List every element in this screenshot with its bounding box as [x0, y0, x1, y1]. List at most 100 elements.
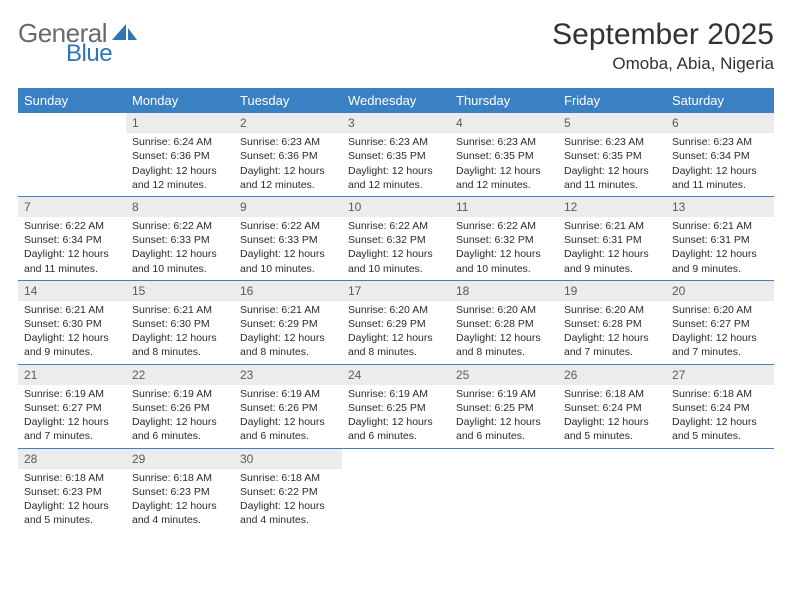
calendar-cell: 25Sunrise: 6:19 AMSunset: 6:25 PMDayligh… — [450, 365, 558, 448]
sunrise-line: Sunrise: 6:18 AM — [564, 387, 660, 401]
logo-text-blue: Blue — [66, 42, 139, 66]
day-number: 6 — [666, 113, 774, 133]
week-row: 21Sunrise: 6:19 AMSunset: 6:27 PMDayligh… — [18, 365, 774, 449]
header: General Blue September 2025 Omoba, Abia,… — [18, 18, 774, 74]
day-number: 10 — [342, 197, 450, 217]
day-number: 17 — [342, 281, 450, 301]
sunset-line: Sunset: 6:32 PM — [456, 233, 552, 247]
day-number: 28 — [18, 449, 126, 469]
day-number: 16 — [234, 281, 342, 301]
daylight-line: Daylight: 12 hours and 8 minutes. — [456, 331, 552, 359]
sunset-line: Sunset: 6:27 PM — [672, 317, 768, 331]
sunset-line: Sunset: 6:24 PM — [672, 401, 768, 415]
sunset-line: Sunset: 6:35 PM — [456, 149, 552, 163]
calendar-cell: 12Sunrise: 6:21 AMSunset: 6:31 PMDayligh… — [558, 197, 666, 280]
sunrise-line: Sunrise: 6:24 AM — [132, 135, 228, 149]
sunrise-line: Sunrise: 6:22 AM — [456, 219, 552, 233]
month-title: September 2025 — [552, 18, 774, 52]
day-details: Sunrise: 6:19 AMSunset: 6:25 PMDaylight:… — [450, 385, 558, 448]
calendar-cell: 17Sunrise: 6:20 AMSunset: 6:29 PMDayligh… — [342, 281, 450, 364]
calendar-cell: 15Sunrise: 6:21 AMSunset: 6:30 PMDayligh… — [126, 281, 234, 364]
day-number: 29 — [126, 449, 234, 469]
day-details: Sunrise: 6:23 AMSunset: 6:35 PMDaylight:… — [450, 133, 558, 196]
calendar-cell: 14Sunrise: 6:21 AMSunset: 6:30 PMDayligh… — [18, 281, 126, 364]
sunrise-line: Sunrise: 6:18 AM — [24, 471, 120, 485]
sunrise-line: Sunrise: 6:23 AM — [564, 135, 660, 149]
day-details: Sunrise: 6:18 AMSunset: 6:23 PMDaylight:… — [126, 469, 234, 532]
calendar-cell — [558, 449, 666, 532]
day-number: 26 — [558, 365, 666, 385]
day-number: 8 — [126, 197, 234, 217]
calendar-cell: 18Sunrise: 6:20 AMSunset: 6:28 PMDayligh… — [450, 281, 558, 364]
week-row: 7Sunrise: 6:22 AMSunset: 6:34 PMDaylight… — [18, 197, 774, 281]
sunrise-line: Sunrise: 6:20 AM — [672, 303, 768, 317]
sunset-line: Sunset: 6:23 PM — [24, 485, 120, 499]
day-number: 27 — [666, 365, 774, 385]
calendar-cell: 3Sunrise: 6:23 AMSunset: 6:35 PMDaylight… — [342, 113, 450, 196]
sunrise-line: Sunrise: 6:18 AM — [132, 471, 228, 485]
day-details: Sunrise: 6:18 AMSunset: 6:24 PMDaylight:… — [666, 385, 774, 448]
daylight-line: Daylight: 12 hours and 10 minutes. — [348, 247, 444, 275]
day-number: 9 — [234, 197, 342, 217]
sunrise-line: Sunrise: 6:20 AM — [456, 303, 552, 317]
logo: General Blue — [18, 18, 139, 66]
daylight-line: Daylight: 12 hours and 6 minutes. — [348, 415, 444, 443]
day-number: 24 — [342, 365, 450, 385]
day-details: Sunrise: 6:20 AMSunset: 6:28 PMDaylight:… — [450, 301, 558, 364]
calendar-cell: 29Sunrise: 6:18 AMSunset: 6:23 PMDayligh… — [126, 449, 234, 532]
daylight-line: Daylight: 12 hours and 9 minutes. — [672, 247, 768, 275]
day-details: Sunrise: 6:22 AMSunset: 6:33 PMDaylight:… — [126, 217, 234, 280]
daylight-line: Daylight: 12 hours and 11 minutes. — [672, 164, 768, 192]
sunset-line: Sunset: 6:35 PM — [564, 149, 660, 163]
sunrise-line: Sunrise: 6:19 AM — [24, 387, 120, 401]
sunset-line: Sunset: 6:28 PM — [456, 317, 552, 331]
sunset-line: Sunset: 6:24 PM — [564, 401, 660, 415]
day-number: 15 — [126, 281, 234, 301]
day-details: Sunrise: 6:21 AMSunset: 6:30 PMDaylight:… — [126, 301, 234, 364]
daylight-line: Daylight: 12 hours and 5 minutes. — [564, 415, 660, 443]
day-number: 30 — [234, 449, 342, 469]
calendar-cell: 21Sunrise: 6:19 AMSunset: 6:27 PMDayligh… — [18, 365, 126, 448]
week-row: 1Sunrise: 6:24 AMSunset: 6:36 PMDaylight… — [18, 113, 774, 197]
day-number: 22 — [126, 365, 234, 385]
daylight-line: Daylight: 12 hours and 5 minutes. — [24, 499, 120, 527]
day-number: 4 — [450, 113, 558, 133]
sunset-line: Sunset: 6:23 PM — [132, 485, 228, 499]
sunrise-line: Sunrise: 6:19 AM — [132, 387, 228, 401]
calendar-cell — [18, 113, 126, 196]
sunset-line: Sunset: 6:33 PM — [132, 233, 228, 247]
calendar-cell — [666, 449, 774, 532]
day-details: Sunrise: 6:18 AMSunset: 6:22 PMDaylight:… — [234, 469, 342, 532]
daylight-line: Daylight: 12 hours and 11 minutes. — [564, 164, 660, 192]
sunrise-line: Sunrise: 6:23 AM — [348, 135, 444, 149]
day-details: Sunrise: 6:23 AMSunset: 6:36 PMDaylight:… — [234, 133, 342, 196]
calendar-cell: 1Sunrise: 6:24 AMSunset: 6:36 PMDaylight… — [126, 113, 234, 196]
day-details: Sunrise: 6:19 AMSunset: 6:26 PMDaylight:… — [126, 385, 234, 448]
daylight-line: Daylight: 12 hours and 12 minutes. — [456, 164, 552, 192]
calendar-cell: 23Sunrise: 6:19 AMSunset: 6:26 PMDayligh… — [234, 365, 342, 448]
daylight-line: Daylight: 12 hours and 8 minutes. — [348, 331, 444, 359]
day-number: 21 — [18, 365, 126, 385]
daylight-line: Daylight: 12 hours and 10 minutes. — [240, 247, 336, 275]
sunrise-line: Sunrise: 6:20 AM — [348, 303, 444, 317]
day-header: Monday — [126, 88, 234, 113]
day-number: 23 — [234, 365, 342, 385]
sunrise-line: Sunrise: 6:21 AM — [240, 303, 336, 317]
day-details: Sunrise: 6:20 AMSunset: 6:27 PMDaylight:… — [666, 301, 774, 364]
sunrise-line: Sunrise: 6:19 AM — [240, 387, 336, 401]
sunset-line: Sunset: 6:26 PM — [132, 401, 228, 415]
day-details: Sunrise: 6:19 AMSunset: 6:27 PMDaylight:… — [18, 385, 126, 448]
sunrise-line: Sunrise: 6:23 AM — [672, 135, 768, 149]
day-details: Sunrise: 6:20 AMSunset: 6:28 PMDaylight:… — [558, 301, 666, 364]
day-number: 19 — [558, 281, 666, 301]
day-details: Sunrise: 6:21 AMSunset: 6:29 PMDaylight:… — [234, 301, 342, 364]
sunset-line: Sunset: 6:29 PM — [240, 317, 336, 331]
title-block: September 2025 Omoba, Abia, Nigeria — [552, 18, 774, 74]
sunrise-line: Sunrise: 6:22 AM — [240, 219, 336, 233]
sunset-line: Sunset: 6:35 PM — [348, 149, 444, 163]
calendar: SundayMondayTuesdayWednesdayThursdayFrid… — [18, 88, 774, 531]
sunset-line: Sunset: 6:36 PM — [132, 149, 228, 163]
daylight-line: Daylight: 12 hours and 7 minutes. — [564, 331, 660, 359]
calendar-cell: 30Sunrise: 6:18 AMSunset: 6:22 PMDayligh… — [234, 449, 342, 532]
calendar-cell: 8Sunrise: 6:22 AMSunset: 6:33 PMDaylight… — [126, 197, 234, 280]
